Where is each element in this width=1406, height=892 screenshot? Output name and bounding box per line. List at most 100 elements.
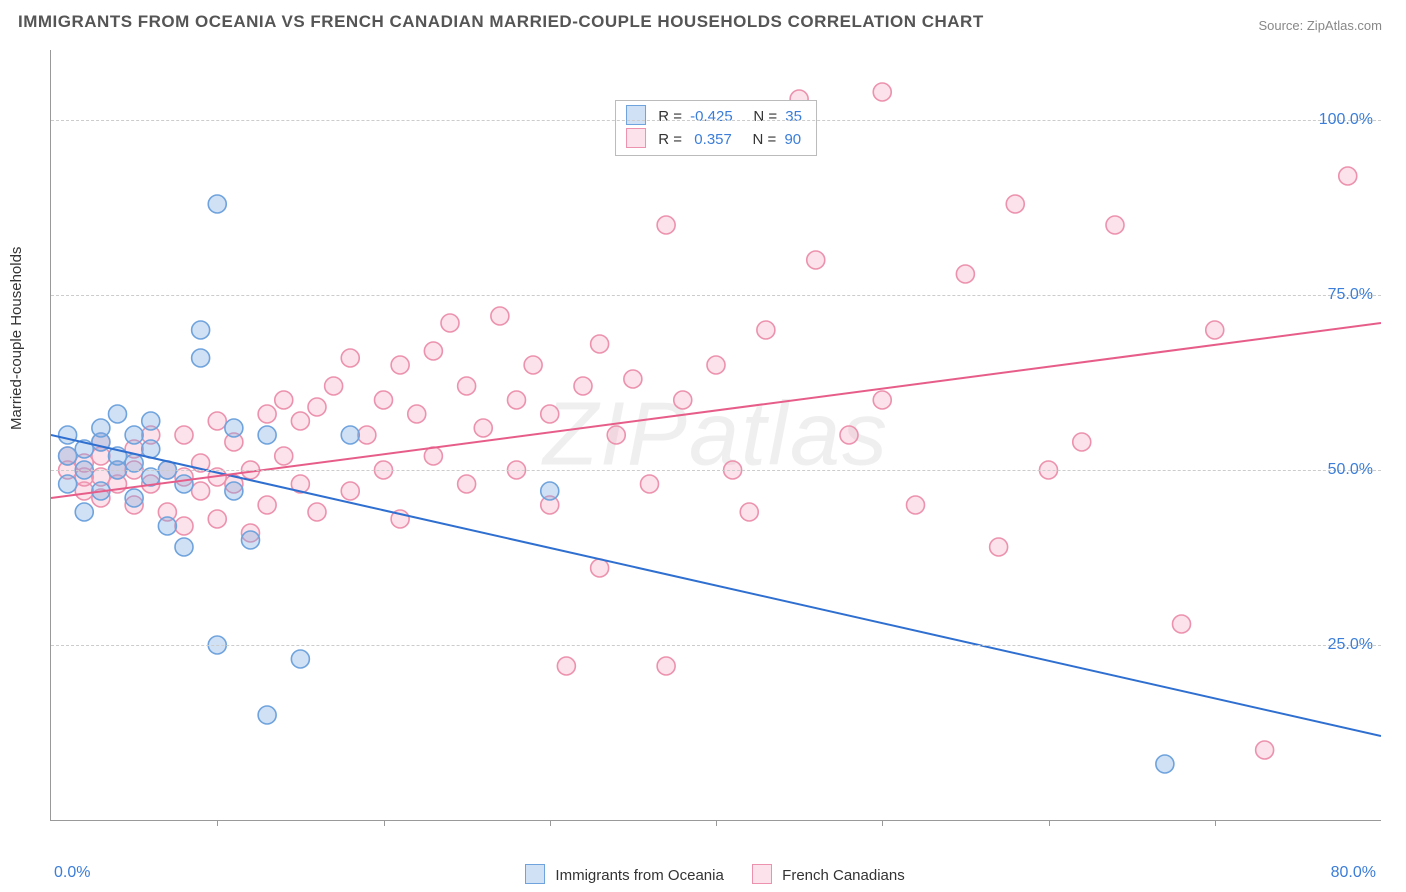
data-point-oceania [125,489,143,507]
x-tick [1049,820,1050,826]
n-label: N = [753,108,781,125]
data-point-french [707,356,725,374]
x-tick [217,820,218,826]
data-point-oceania [125,426,143,444]
chart-svg [51,50,1381,820]
data-point-french [258,405,276,423]
data-point-oceania [109,447,127,465]
data-point-oceania [92,433,110,451]
data-point-oceania [142,412,160,430]
data-point-oceania [75,503,93,521]
n-value-french: 90 [784,131,801,148]
data-point-french [541,496,559,514]
data-point-french [424,342,442,360]
y-tick-label: 50.0% [1328,461,1373,479]
data-point-french [574,377,592,395]
swatch-french-icon [752,864,772,884]
data-point-oceania [341,426,359,444]
data-point-french [142,426,160,444]
data-point-oceania [142,440,160,458]
legend-row-french: R = 0.357 N = 90 [626,128,806,151]
data-point-french [92,447,110,465]
data-point-french [990,538,1008,556]
data-point-oceania [59,426,77,444]
r-value-oceania: -0.425 [690,108,733,125]
data-point-oceania [242,531,260,549]
data-point-french [424,447,442,465]
source-attribution: Source: ZipAtlas.com [1258,18,1382,33]
swatch-oceania [626,105,646,125]
data-point-french [1206,321,1224,339]
data-point-french [524,356,542,374]
data-point-oceania [92,482,110,500]
data-point-french [242,524,260,542]
swatch-french [626,128,646,148]
gridline [51,470,1381,471]
data-point-french [308,398,326,416]
correlation-legend: R = -0.425 N = 35 R = 0.357 N = 90 [615,100,817,156]
data-point-oceania [258,706,276,724]
data-point-french [291,475,309,493]
data-point-french [375,391,393,409]
y-tick-label: 100.0% [1319,111,1373,129]
data-point-french [192,482,210,500]
data-point-oceania [258,426,276,444]
y-tick-label: 75.0% [1328,286,1373,304]
data-point-oceania [175,475,193,493]
r-label: R = [658,131,686,148]
data-point-oceania [175,538,193,556]
data-point-french [907,496,925,514]
chart-plot-area: ZIPatlas R = -0.425 N = 35 R = 0.357 N =… [50,50,1381,821]
data-point-french [657,657,675,675]
y-tick-label: 25.0% [1328,636,1373,654]
x-tick [1215,820,1216,826]
data-point-french [508,391,526,409]
data-point-oceania [208,195,226,213]
data-point-french [441,314,459,332]
watermark-text: ZIPatlas [543,384,889,487]
data-point-french [158,503,176,521]
data-point-french [175,426,193,444]
trend-line-oceania [51,435,1381,736]
x-tick [550,820,551,826]
r-value-french: 0.357 [690,131,732,148]
swatch-oceania-icon [525,864,545,884]
data-point-french [1339,167,1357,185]
data-point-french [59,447,77,465]
legend-label-oceania: Immigrants from Oceania [555,867,723,884]
data-point-french [125,440,143,458]
data-point-french [458,475,476,493]
data-point-french [175,517,193,535]
data-point-oceania [541,482,559,500]
data-point-french [1106,216,1124,234]
data-point-french [75,482,93,500]
data-point-french [225,433,243,451]
data-point-oceania [109,405,127,423]
trend-line-french [51,323,1381,498]
gridline [51,120,1381,121]
series-legend: Immigrants from Oceania French Canadians [0,864,1406,884]
legend-label-french: French Canadians [782,867,905,884]
data-point-french [1256,741,1274,759]
chart-title: IMMIGRANTS FROM OCEANIA VS FRENCH CANADI… [18,12,984,32]
data-point-french [142,475,160,493]
x-tick [882,820,883,826]
data-point-french [341,482,359,500]
data-point-french [258,496,276,514]
data-point-oceania [291,650,309,668]
n-value-oceania: 35 [785,108,802,125]
y-axis-label: Married-couple Households [8,247,25,430]
data-point-french [491,307,509,325]
data-point-french [624,370,642,388]
source-label: Source: [1258,18,1306,33]
data-point-french [92,433,110,451]
data-point-french [740,503,758,521]
data-point-french [657,216,675,234]
data-point-oceania [192,321,210,339]
data-point-french [391,510,409,528]
legend-row-oceania: R = -0.425 N = 35 [626,105,806,128]
data-point-french [840,426,858,444]
data-point-french [275,391,293,409]
x-tick [384,820,385,826]
data-point-french [956,265,974,283]
